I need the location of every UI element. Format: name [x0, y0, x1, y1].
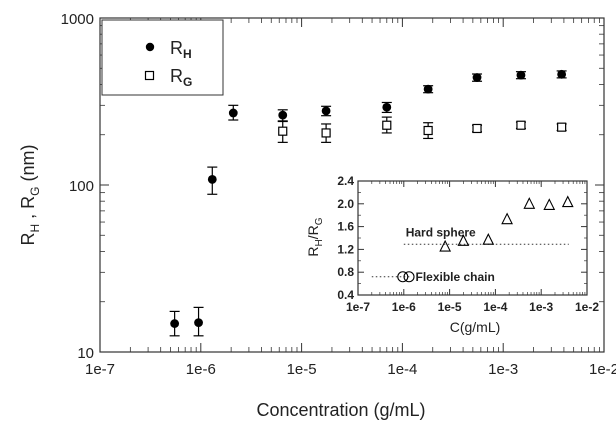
data-point-rg — [557, 122, 567, 132]
inset-x-tick-label: 1e-7 — [346, 300, 370, 314]
y-tick-label: 10 — [77, 345, 94, 362]
data-point-rh — [382, 102, 392, 112]
data-point-rg — [423, 125, 433, 136]
inset-point-triangle — [523, 197, 536, 209]
legend-marker-rg — [144, 70, 155, 81]
data-point-rh — [472, 73, 482, 82]
x-axis-label: Concentration (g/mL) — [256, 400, 425, 420]
inset-y-tick-label: 2.4 — [337, 174, 354, 188]
inset-point-triangle — [561, 195, 574, 208]
x-tick-label: 1e-3 — [488, 361, 518, 378]
inset-point-circle — [397, 271, 409, 283]
inset-point-circle — [403, 271, 415, 283]
inset-x-tick-label: 1e-2 — [575, 300, 599, 314]
data-point-rh — [170, 319, 180, 328]
inset-axis-ticks: 1e-7 1e-6 1e-5 1e-4 1e-3 1e-2 0.4 0.8 1.2 1.6 2.0 2… — [337, 174, 599, 314]
data-point-rh — [557, 69, 567, 79]
y-tick-label: 1000 — [61, 11, 94, 28]
inset-x-tick-label: 1e-3 — [529, 300, 553, 314]
inset-x-tick-label: 1e-4 — [483, 300, 507, 314]
inset-y-tick-label: 1.2 — [337, 242, 354, 256]
data-point-rg — [516, 120, 526, 130]
data-point-rg — [472, 123, 482, 134]
inset-x-axis-label: C(g/mL) — [450, 319, 501, 335]
legend: RH RG — [101, 19, 224, 96]
data-point-rh — [423, 84, 433, 94]
data-point-rg — [321, 128, 331, 138]
inset-series: Hard sphere Flexible chain — [371, 195, 574, 284]
inset-point-triangle — [457, 234, 470, 246]
data-point-rh — [278, 110, 288, 120]
legend-box — [101, 19, 224, 96]
inset-y-tick-label: 0.8 — [337, 265, 354, 279]
inset-point-triangle — [543, 198, 556, 210]
y-axis-label: RH , RG (nm) — [18, 144, 42, 245]
inset-y-tick-label: 1.6 — [337, 220, 354, 234]
inset-y-tick-label: 2.0 — [337, 197, 354, 211]
legend-label-rh: RH — [170, 38, 192, 61]
inset-x-tick-label: 1e-5 — [438, 300, 462, 314]
data-point-rh — [228, 108, 238, 118]
inset-point-triangle — [501, 212, 513, 225]
y-tick-label: 100 — [69, 178, 94, 195]
inset-x-tick-label: 1e-6 — [392, 300, 416, 314]
inset-y-axis-label: RH/RG — [305, 217, 325, 256]
x-tick-label: 1e-4 — [387, 361, 417, 378]
inset-point-triangle — [482, 232, 495, 245]
legend-marker-rh — [145, 42, 155, 52]
reference-label-flexible-chain: Flexible chain — [415, 270, 494, 284]
main-series — [169, 69, 567, 337]
x-tick-label: 1e-5 — [287, 361, 317, 378]
legend-label-rg: RG — [170, 66, 192, 89]
inset-point-triangle — [439, 239, 452, 252]
data-point-rh — [321, 106, 331, 116]
inset-y-tick-label: 0.4 — [337, 288, 354, 302]
data-point-rg — [278, 126, 288, 136]
data-point-rh — [516, 70, 526, 80]
x-tick-label: 1e-2 — [589, 361, 616, 378]
data-point-rh — [194, 318, 203, 327]
data-point-rh — [207, 175, 217, 184]
x-tick-label: 1e-6 — [186, 361, 216, 378]
x-tick-label: 1e-7 — [85, 361, 115, 378]
data-point-rg — [382, 120, 392, 130]
reference-label-hard-sphere: Hard sphere — [406, 225, 476, 239]
